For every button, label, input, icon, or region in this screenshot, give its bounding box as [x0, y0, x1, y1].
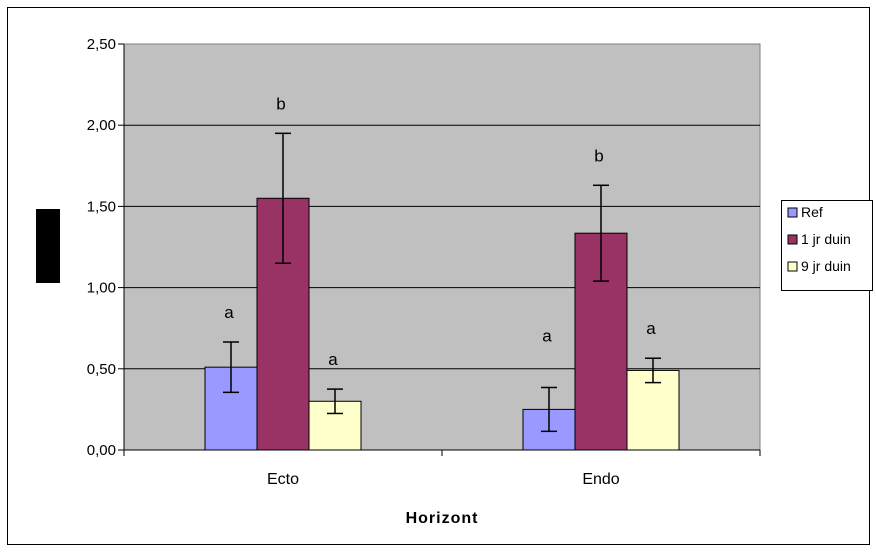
y-tick-label: 0,50: [87, 361, 116, 378]
bar: [626, 369, 680, 451]
x-tick-label: Endo: [582, 471, 619, 488]
legend-swatch: [787, 207, 798, 218]
y-tick-label: 1,00: [87, 280, 116, 297]
x-tick-label: Ecto: [267, 471, 299, 488]
axes: 0,00 0,50 1,00 1,50 2,00 2,50 Ecto Endo: [87, 36, 761, 488]
y-tick-label: 2,50: [87, 36, 116, 53]
significance-letter: b: [594, 146, 603, 165]
legend-label: 1 jr duin: [801, 231, 851, 247]
legend-swatch: [787, 261, 798, 272]
y-axis-title-redaction: [36, 209, 60, 283]
legend-label: Ref: [801, 204, 823, 220]
x-axis-title: Horizont: [406, 510, 479, 527]
legend-label: 9 jr duin: [801, 258, 851, 274]
significance-letter: a: [328, 350, 338, 369]
significance-letter: a: [224, 303, 234, 322]
y-tick-label: 0,00: [87, 442, 116, 459]
y-tick-label: 1,50: [87, 198, 116, 215]
y-tick-label: 2,00: [87, 117, 116, 134]
significance-letter: a: [646, 319, 656, 338]
significance-letter: a: [542, 326, 552, 345]
bars: a b a a b a: [204, 94, 680, 451]
significance-letter: b: [276, 94, 285, 113]
legend-swatch: [787, 234, 798, 245]
legend: Ref 1 jr duin 9 jr duin: [781, 200, 873, 291]
